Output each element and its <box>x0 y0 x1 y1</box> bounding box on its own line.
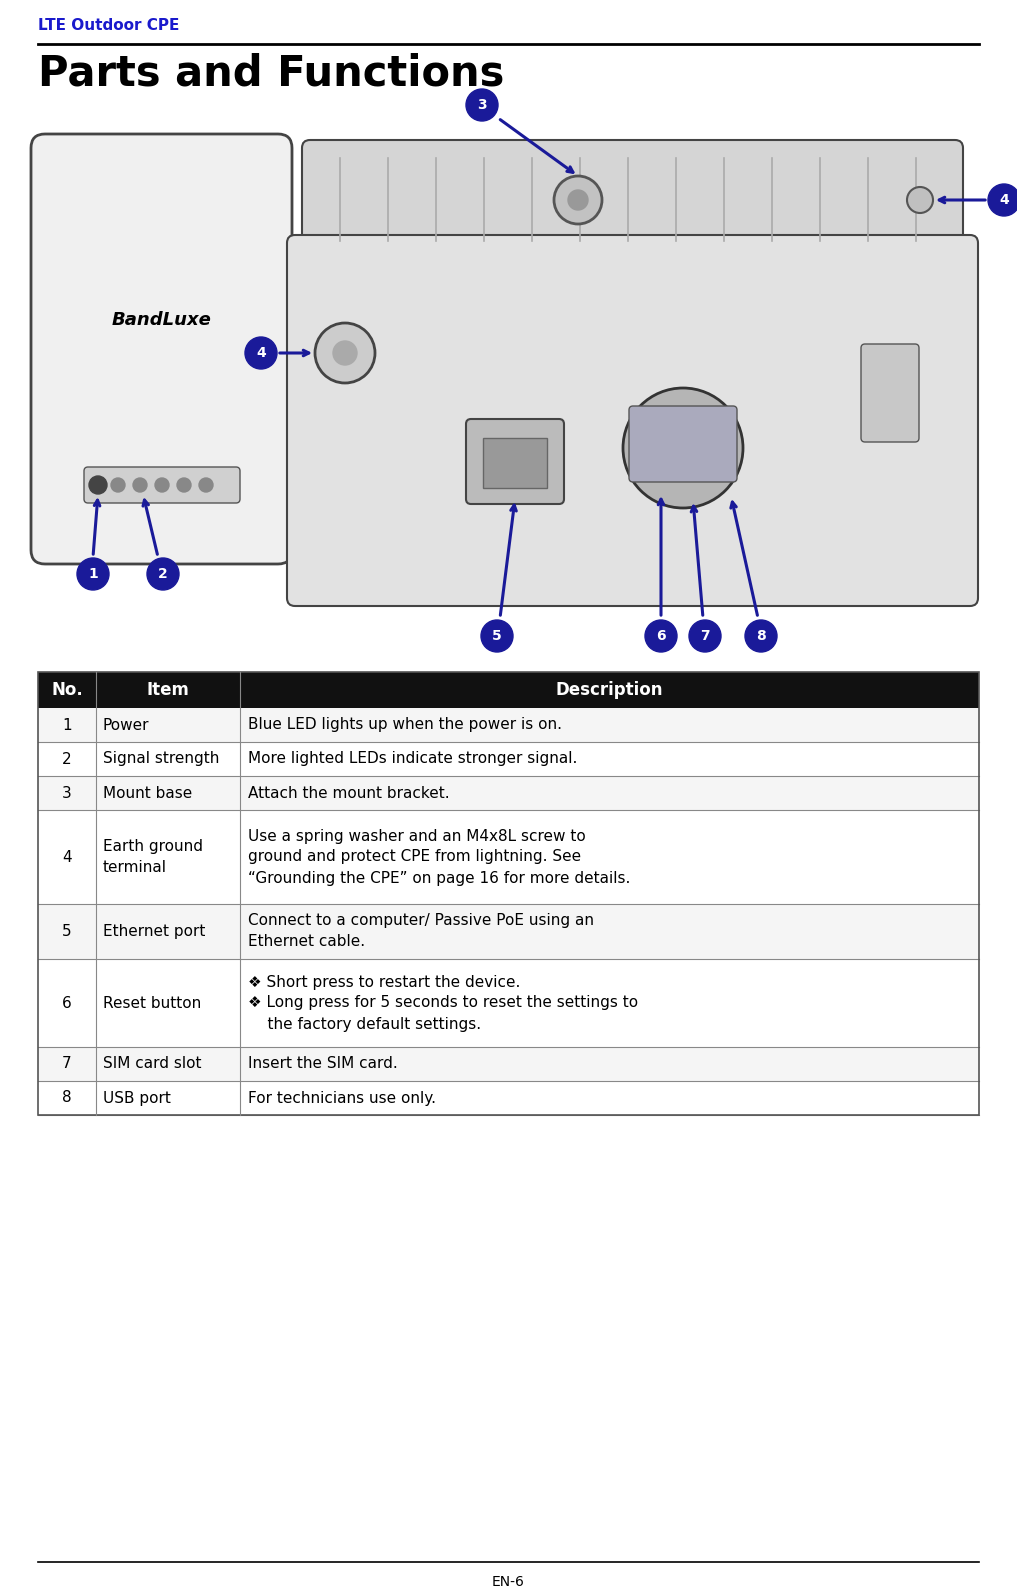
Circle shape <box>645 620 677 652</box>
Bar <box>38 708 979 742</box>
Circle shape <box>315 324 375 383</box>
Circle shape <box>111 478 125 491</box>
Text: 4: 4 <box>999 193 1009 207</box>
Circle shape <box>481 620 513 652</box>
Text: Connect to a computer/ Passive PoE using an
Ethernet cable.: Connect to a computer/ Passive PoE using… <box>248 914 594 949</box>
Text: Reset button: Reset button <box>103 995 201 1011</box>
Text: Attach the mount bracket.: Attach the mount bracket. <box>248 785 450 801</box>
FancyBboxPatch shape <box>302 140 963 262</box>
Text: No.: No. <box>51 681 82 699</box>
Text: 6: 6 <box>656 628 666 643</box>
Text: Description: Description <box>555 681 663 699</box>
Circle shape <box>89 475 107 494</box>
Text: BandLuxe: BandLuxe <box>112 311 212 329</box>
FancyBboxPatch shape <box>31 134 292 565</box>
Text: 7: 7 <box>700 628 710 643</box>
Circle shape <box>569 190 588 211</box>
Text: Blue LED lights up when the power is on.: Blue LED lights up when the power is on. <box>248 718 562 732</box>
Text: Mount base: Mount base <box>103 785 192 801</box>
Bar <box>38 777 979 810</box>
Circle shape <box>745 620 777 652</box>
Bar <box>38 1046 979 1081</box>
Text: LTE Outdoor CPE: LTE Outdoor CPE <box>38 18 179 33</box>
Circle shape <box>245 337 277 368</box>
Text: 2: 2 <box>158 566 168 581</box>
FancyBboxPatch shape <box>466 419 564 504</box>
Text: 8: 8 <box>756 628 766 643</box>
Text: Item: Item <box>146 681 189 699</box>
Text: Signal strength: Signal strength <box>103 751 220 767</box>
Text: 1: 1 <box>88 566 98 581</box>
Bar <box>38 810 979 904</box>
Text: Earth ground
terminal: Earth ground terminal <box>103 839 203 876</box>
Text: EN-6: EN-6 <box>492 1574 525 1589</box>
Text: More lighted LEDs indicate stronger signal.: More lighted LEDs indicate stronger sign… <box>248 751 578 767</box>
Circle shape <box>147 558 179 590</box>
Text: Power: Power <box>103 718 149 732</box>
Circle shape <box>199 478 213 491</box>
FancyBboxPatch shape <box>483 439 547 488</box>
Text: 3: 3 <box>477 97 487 112</box>
Bar <box>38 671 979 1115</box>
Text: For technicians use only.: For technicians use only. <box>248 1091 436 1105</box>
Text: Ethernet port: Ethernet port <box>103 924 205 939</box>
Circle shape <box>333 341 357 365</box>
Bar <box>38 959 979 1046</box>
Text: SIM card slot: SIM card slot <box>103 1056 201 1072</box>
Circle shape <box>554 175 602 223</box>
Text: 5: 5 <box>62 924 72 939</box>
Circle shape <box>177 478 191 491</box>
Circle shape <box>689 620 721 652</box>
Circle shape <box>155 478 169 491</box>
Circle shape <box>907 187 933 214</box>
Text: 6: 6 <box>62 995 72 1011</box>
Text: 8: 8 <box>62 1091 72 1105</box>
Text: ❖ Short press to restart the device.
❖ Long press for 5 seconds to reset the set: ❖ Short press to restart the device. ❖ L… <box>248 975 638 1032</box>
Circle shape <box>988 183 1017 215</box>
Text: 1: 1 <box>62 718 72 732</box>
Circle shape <box>466 89 498 121</box>
Text: 7: 7 <box>62 1056 72 1072</box>
Text: 2: 2 <box>62 751 72 767</box>
Circle shape <box>133 478 147 491</box>
Text: Insert the SIM card.: Insert the SIM card. <box>248 1056 398 1072</box>
FancyBboxPatch shape <box>84 467 240 502</box>
FancyBboxPatch shape <box>629 407 737 482</box>
Text: 3: 3 <box>62 785 72 801</box>
Circle shape <box>77 558 109 590</box>
Text: Use a spring washer and an M4x8L screw to
ground and protect CPE from lightning.: Use a spring washer and an M4x8L screw t… <box>248 828 631 885</box>
Text: 4: 4 <box>256 346 265 360</box>
Bar <box>38 671 979 708</box>
Bar <box>38 904 979 959</box>
Bar <box>38 1081 979 1115</box>
FancyBboxPatch shape <box>861 345 919 442</box>
Text: 5: 5 <box>492 628 501 643</box>
FancyBboxPatch shape <box>287 234 978 606</box>
Text: 4: 4 <box>62 850 72 864</box>
Circle shape <box>623 388 743 507</box>
Text: USB port: USB port <box>103 1091 171 1105</box>
Text: Parts and Functions: Parts and Functions <box>38 53 504 94</box>
Bar <box>38 742 979 777</box>
